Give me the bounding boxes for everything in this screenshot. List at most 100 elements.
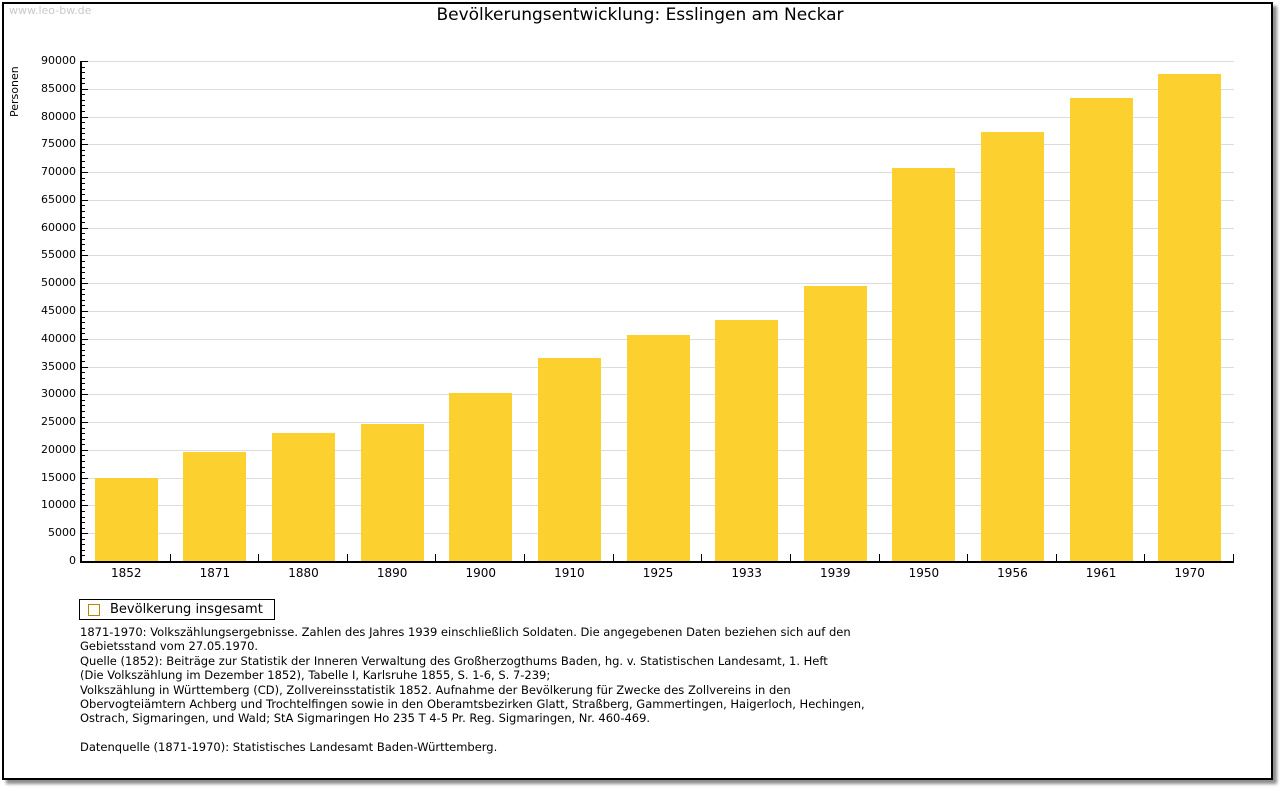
x-boundary-tick xyxy=(789,554,791,561)
bar-1890 xyxy=(360,423,424,561)
y-minor-tick xyxy=(82,555,85,557)
y-minor-tick xyxy=(82,438,85,440)
x-boundary-tick xyxy=(612,554,614,561)
y-minor-tick xyxy=(82,372,85,374)
gridline xyxy=(82,144,1234,146)
y-minor-tick xyxy=(82,433,85,435)
y-minor-tick xyxy=(82,138,85,140)
y-major-tick xyxy=(82,283,88,285)
y-minor-tick xyxy=(82,399,85,401)
bar-1970 xyxy=(1158,74,1222,561)
x-tick-label: 1852 xyxy=(111,566,142,580)
y-minor-tick xyxy=(82,244,85,246)
legend-box: Bevölkerung insgesamt xyxy=(79,599,275,620)
y-minor-tick xyxy=(82,166,85,168)
y-tick-label: 45000 xyxy=(41,304,76,317)
note-line: Datenquelle (1871-1970): Statistisches L… xyxy=(80,740,498,755)
y-minor-tick xyxy=(82,322,85,324)
y-minor-tick xyxy=(82,455,85,457)
watermark-text: www.leo-bw.de xyxy=(9,4,92,17)
x-boundary-tick xyxy=(258,554,260,561)
y-major-tick xyxy=(82,61,88,62)
y-tick-label: 85000 xyxy=(41,81,76,95)
y-major-tick xyxy=(82,394,88,396)
y-minor-tick xyxy=(82,472,85,474)
x-boundary-tick xyxy=(169,554,171,561)
y-minor-tick xyxy=(82,444,85,446)
gridline xyxy=(82,255,1234,257)
y-axis-title: Personen xyxy=(8,66,21,117)
y-major-tick xyxy=(82,144,88,146)
note-line: (Die Volkszählung im Dezember 1852), Tab… xyxy=(80,668,551,683)
x-tick-label: 1925 xyxy=(642,566,674,580)
y-major-tick xyxy=(82,366,88,368)
y-tick-label: 90000 xyxy=(41,54,76,67)
y-major-tick xyxy=(82,449,88,451)
y-minor-tick xyxy=(82,488,85,490)
gridline xyxy=(82,88,1234,90)
y-minor-tick xyxy=(82,266,85,268)
x-boundary-tick xyxy=(701,554,703,561)
y-minor-tick xyxy=(82,222,85,224)
y-minor-tick xyxy=(82,66,85,68)
x-tick-label: 1939 xyxy=(819,566,851,580)
y-tick-label: 40000 xyxy=(41,331,76,345)
y-minor-tick xyxy=(82,177,85,179)
y-minor-tick xyxy=(82,205,85,207)
y-tick-label: 35000 xyxy=(41,359,76,373)
gridline xyxy=(82,172,1234,174)
note-line: Gebietsstand vom 27.05.1970. xyxy=(80,639,259,654)
bar-1910 xyxy=(537,357,601,561)
x-boundary-tick xyxy=(967,554,969,561)
y-minor-tick xyxy=(82,466,85,468)
y-tick-label: 15000 xyxy=(41,470,76,484)
y-tick-label: 25000 xyxy=(41,415,76,429)
y-minor-tick xyxy=(82,249,85,251)
y-major-tick xyxy=(82,338,88,340)
y-major-tick xyxy=(82,533,88,535)
y-minor-tick xyxy=(82,111,85,112)
y-minor-tick xyxy=(82,183,85,185)
x-tick-label: 1961 xyxy=(1085,566,1117,580)
bar-1900 xyxy=(449,393,513,561)
y-minor-tick xyxy=(82,238,85,240)
y-major-tick xyxy=(82,172,88,174)
y-minor-tick xyxy=(82,127,85,129)
bar-1852 xyxy=(94,477,158,561)
y-minor-tick xyxy=(82,499,85,501)
footnotes: 1871-1970: Volkszählungsergebnisse. Zahl… xyxy=(80,625,865,755)
x-tick-label: 1890 xyxy=(376,566,408,580)
y-minor-tick xyxy=(82,305,85,307)
y-minor-tick xyxy=(82,361,85,362)
y-major-tick xyxy=(82,255,88,257)
note-line xyxy=(80,726,865,740)
legend-label: Bevölkerung insgesamt xyxy=(110,602,263,617)
y-minor-tick xyxy=(82,277,85,279)
y-minor-tick xyxy=(82,333,85,335)
y-minor-tick xyxy=(82,216,85,218)
y-tick-label: 20000 xyxy=(41,442,76,456)
y-minor-tick xyxy=(82,233,85,235)
x-tick-label: 1970 xyxy=(1174,566,1205,580)
x-tick-label: 1900 xyxy=(465,566,497,580)
gridline xyxy=(82,227,1234,229)
y-tick-label: 30000 xyxy=(41,387,76,401)
bar-1939 xyxy=(803,286,867,561)
plot-area xyxy=(82,61,1234,562)
y-tick-label: 65000 xyxy=(41,192,76,206)
note-line: 1871-1970: Volkszählungsergebnisse. Zahl… xyxy=(80,625,851,639)
y-minor-tick xyxy=(82,299,85,301)
bar-1871 xyxy=(183,451,247,561)
y-tick-label: 60000 xyxy=(41,220,76,234)
y-major-tick xyxy=(82,311,88,312)
y-minor-tick xyxy=(82,522,85,524)
bar-1933 xyxy=(715,320,779,561)
y-minor-tick xyxy=(82,538,85,540)
y-minor-tick xyxy=(82,83,85,85)
y-minor-tick xyxy=(82,133,85,135)
y-minor-tick xyxy=(82,461,85,462)
y-minor-tick xyxy=(82,261,85,262)
x-boundary-tick xyxy=(1233,554,1234,561)
y-minor-tick xyxy=(82,211,85,212)
